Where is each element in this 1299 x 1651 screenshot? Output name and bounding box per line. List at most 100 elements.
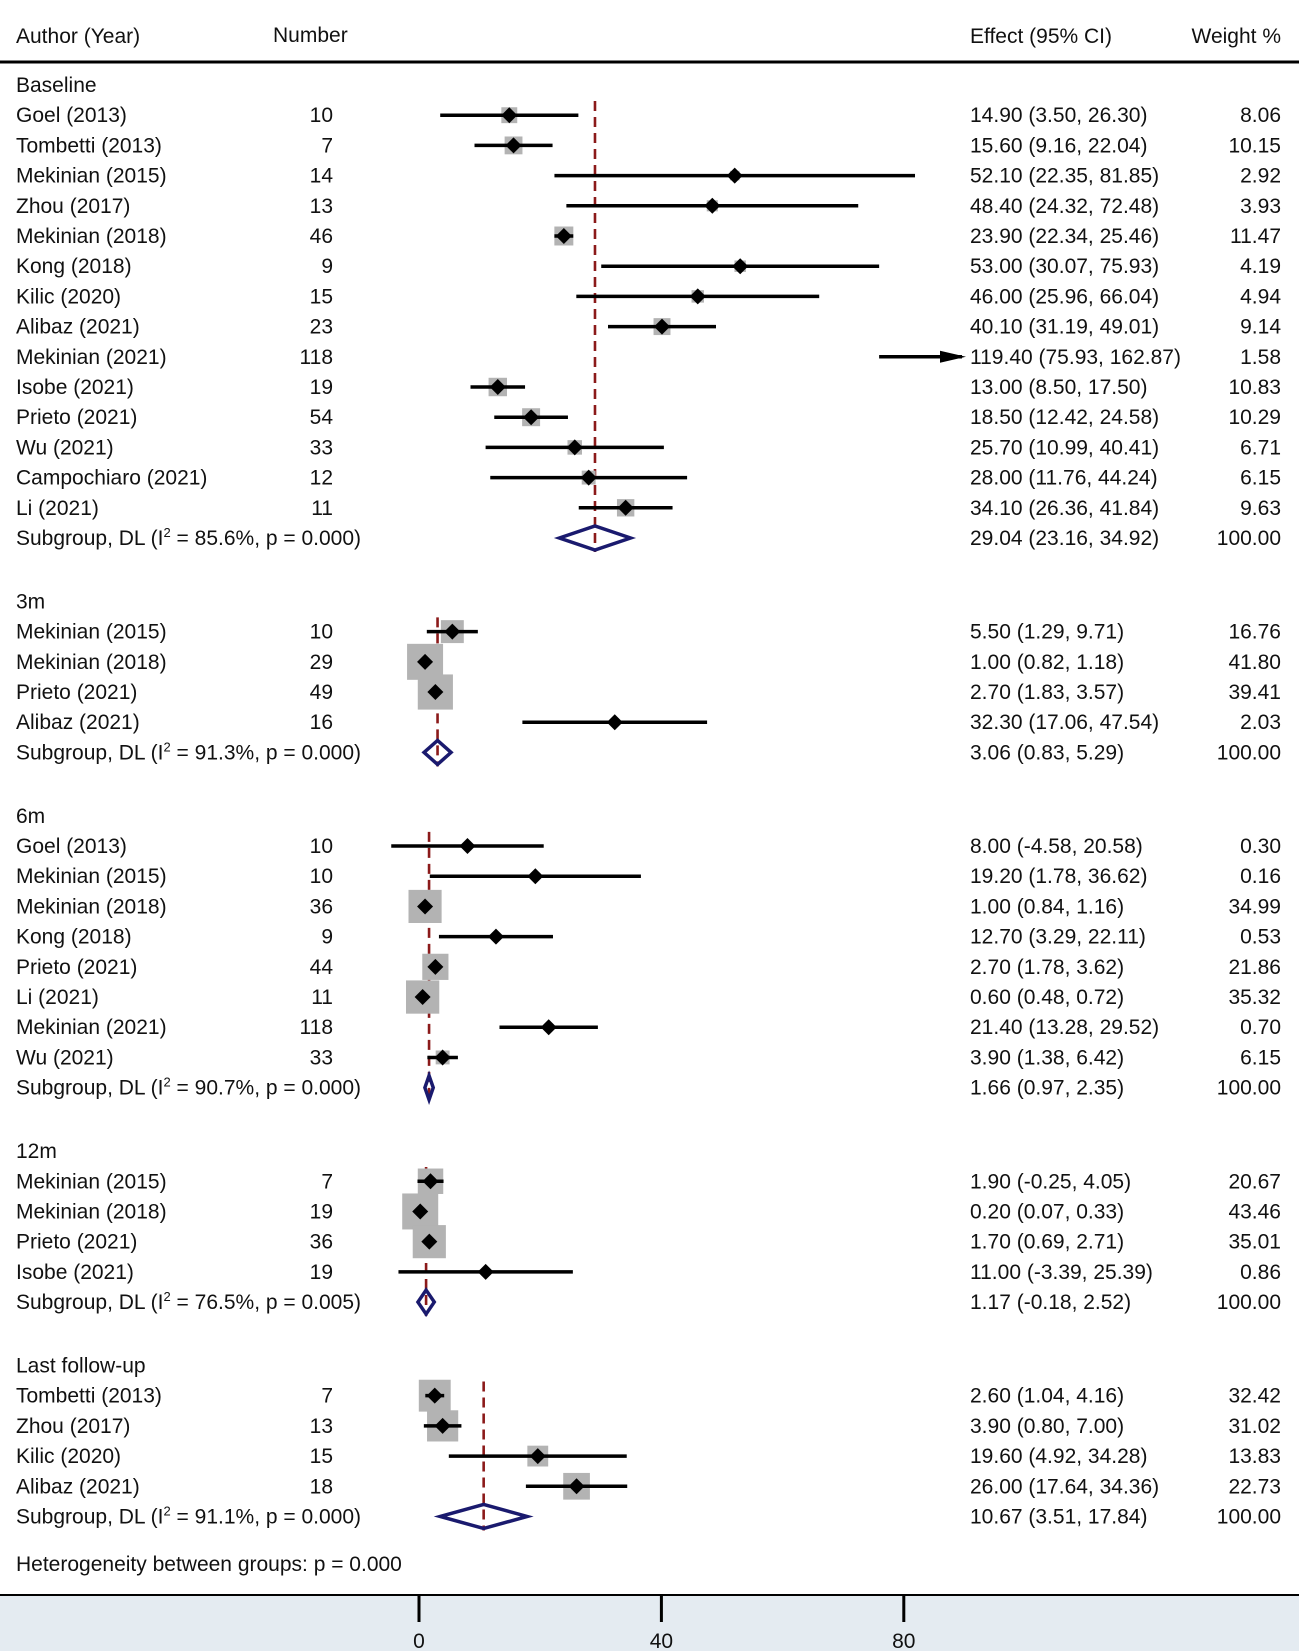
study-effect: 48.40 (24.32, 72.48) bbox=[970, 195, 1159, 218]
study-effect: 18.50 (12.42, 24.58) bbox=[970, 406, 1159, 429]
subgroup-weight: 100.00 bbox=[1217, 527, 1281, 550]
study-effect: 53.00 (30.07, 75.93) bbox=[970, 255, 1159, 278]
study-name: Mekinian (2018) bbox=[16, 1200, 167, 1223]
study-weight: 10.15 bbox=[1228, 134, 1281, 157]
point-estimate bbox=[444, 623, 461, 640]
study-weight: 6.15 bbox=[1240, 467, 1281, 490]
study-number: 33 bbox=[310, 436, 333, 459]
point-estimate bbox=[477, 1263, 494, 1280]
study-effect: 1.00 (0.84, 1.16) bbox=[970, 895, 1124, 918]
study-weight: 0.30 bbox=[1240, 835, 1281, 858]
study-effect: 28.00 (11.76, 44.24) bbox=[970, 467, 1158, 490]
study-weight: 34.99 bbox=[1228, 895, 1281, 918]
point-estimate bbox=[501, 107, 518, 124]
subgroup-effect: 1.17 (-0.18, 2.52) bbox=[970, 1291, 1131, 1314]
study-name: Kilic (2020) bbox=[16, 1445, 121, 1468]
point-estimate bbox=[617, 499, 634, 516]
study-weight: 2.92 bbox=[1240, 165, 1281, 188]
subgroup-label: Subgroup, DL (I2 = 91.1%, p = 0.000) bbox=[16, 1503, 361, 1528]
study-weight: 0.16 bbox=[1240, 865, 1281, 888]
study-effect: 1.70 (0.69, 2.71) bbox=[970, 1231, 1124, 1254]
subgroup-diamond bbox=[553, 524, 637, 552]
point-estimate bbox=[505, 137, 522, 154]
subgroup-effect: 1.66 (0.97, 2.35) bbox=[970, 1077, 1124, 1100]
study-name: Kilic (2020) bbox=[16, 285, 121, 308]
point-estimate bbox=[427, 684, 444, 701]
point-estimate bbox=[726, 167, 743, 184]
study-weight: 35.32 bbox=[1228, 986, 1281, 1009]
study-number: 118 bbox=[300, 346, 333, 369]
study-number: 49 bbox=[310, 681, 333, 704]
study-effect: 40.10 (31.19, 49.01) bbox=[970, 316, 1159, 339]
study-name: Mekinian (2018) bbox=[16, 225, 167, 248]
study-weight: 4.19 bbox=[1240, 255, 1281, 278]
point-estimate bbox=[421, 1233, 438, 1250]
point-estimate bbox=[654, 318, 671, 335]
study-effect: 2.70 (1.83, 3.57) bbox=[970, 681, 1124, 704]
study-name: Li (2021) bbox=[16, 986, 99, 1009]
point-estimate bbox=[412, 1203, 429, 1220]
subgroup-label: Subgroup, DL (I2 = 76.5%, p = 0.005) bbox=[16, 1289, 361, 1314]
header-study: Author (Year) bbox=[16, 25, 140, 48]
study-number: 10 bbox=[310, 835, 333, 858]
study-weight: 32.42 bbox=[1228, 1385, 1281, 1408]
study-number: 15 bbox=[310, 285, 333, 308]
study-number: 10 bbox=[310, 104, 333, 127]
point-estimate bbox=[489, 379, 506, 395]
point-estimate bbox=[417, 653, 434, 670]
header-weight: Weight % bbox=[1192, 25, 1282, 48]
study-effect: 23.90 (22.34, 25.46) bbox=[970, 225, 1159, 248]
study-name: Isobe (2021) bbox=[16, 376, 134, 399]
subgroup-weight: 100.00 bbox=[1217, 1505, 1281, 1528]
study-number: 11 bbox=[311, 986, 333, 1009]
study-effect: 1.00 (0.82, 1.18) bbox=[970, 651, 1124, 674]
study-number: 9 bbox=[321, 255, 333, 278]
study-name: Mekinian (2021) bbox=[16, 1016, 167, 1039]
subgroup-label: Subgroup, DL (I2 = 85.6%, p = 0.000) bbox=[16, 525, 361, 550]
study-name: Alibaz (2021) bbox=[16, 711, 140, 734]
group-label: Baseline bbox=[16, 74, 97, 97]
study-number: 19 bbox=[310, 1261, 333, 1284]
study-effect: 2.60 (1.04, 4.16) bbox=[970, 1385, 1124, 1408]
point-estimate bbox=[427, 958, 444, 975]
study-number: 9 bbox=[321, 926, 333, 949]
study-number: 18 bbox=[310, 1475, 333, 1498]
study-name: Mekinian (2018) bbox=[16, 895, 167, 918]
study-name: Mekinian (2015) bbox=[16, 865, 167, 888]
study-effect: 0.60 (0.48, 0.72) bbox=[970, 986, 1124, 1009]
study-effect: 32.30 (17.06, 47.54) bbox=[970, 711, 1159, 734]
study-weight: 4.94 bbox=[1240, 285, 1281, 308]
study-weight: 31.02 bbox=[1228, 1415, 1281, 1438]
study-number: 12 bbox=[310, 467, 333, 490]
study-name: Prieto (2021) bbox=[16, 956, 137, 979]
study-effect: 119.40 (75.93, 162.87) bbox=[970, 346, 1181, 369]
study-name: Mekinian (2015) bbox=[16, 165, 167, 188]
study-effect: 2.70 (1.78, 3.62) bbox=[970, 956, 1124, 979]
subgroup-diamond bbox=[423, 1070, 436, 1105]
study-name: Mekinian (2015) bbox=[16, 1170, 167, 1193]
study-name: Kong (2018) bbox=[16, 255, 132, 278]
study-effect: 11.00 (-3.39, 25.39) bbox=[970, 1261, 1153, 1284]
study-number: 13 bbox=[310, 195, 333, 218]
point-estimate bbox=[422, 1173, 439, 1190]
study-effect: 12.70 (3.29, 22.11) bbox=[970, 926, 1146, 949]
study-name: Alibaz (2021) bbox=[16, 316, 140, 339]
subgroup-diamond bbox=[421, 738, 454, 767]
study-number: 19 bbox=[310, 376, 333, 399]
point-estimate bbox=[606, 714, 623, 731]
study-weight: 6.15 bbox=[1240, 1046, 1281, 1069]
study-effect: 52.10 (22.35, 81.85) bbox=[970, 165, 1159, 188]
study-effect: 3.90 (1.38, 6.42) bbox=[970, 1046, 1124, 1069]
subgroup-weight: 100.00 bbox=[1217, 1291, 1281, 1314]
group-label: 12m bbox=[16, 1140, 57, 1163]
point-estimate bbox=[434, 1417, 451, 1434]
group-label: Last follow-up bbox=[16, 1354, 146, 1377]
study-weight: 6.71 bbox=[1240, 436, 1281, 459]
study-effect: 26.00 (17.64, 34.36) bbox=[970, 1475, 1159, 1498]
study-name: Wu (2021) bbox=[16, 436, 114, 459]
study-name: Kong (2018) bbox=[16, 926, 132, 949]
subgroup-effect: 3.06 (0.83, 5.29) bbox=[970, 741, 1124, 764]
study-weight: 1.58 bbox=[1240, 346, 1281, 369]
study-number: 118 bbox=[300, 1016, 333, 1039]
study-weight: 3.93 bbox=[1240, 195, 1281, 218]
